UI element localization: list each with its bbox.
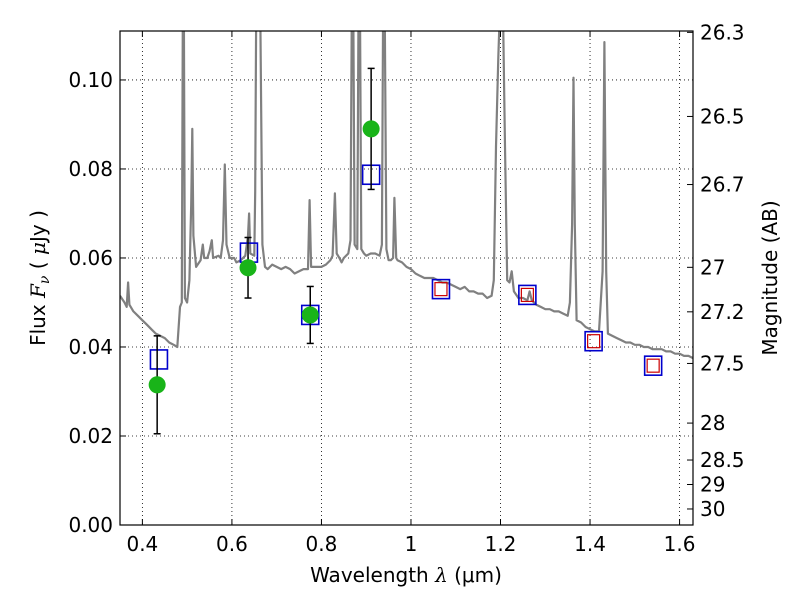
x-tick-label: 1.4: [574, 532, 606, 556]
model-photometry-square: [431, 278, 451, 300]
y-axis-label: Flux Fν ( μJy ): [26, 210, 53, 346]
observed-point: [148, 376, 166, 394]
model-photometry-square: [584, 330, 603, 352]
y-tick-label: 0.00: [68, 513, 113, 537]
x-tick-label: 0.6: [216, 532, 248, 556]
observed-point: [239, 259, 257, 277]
x-tick-label: 1: [405, 532, 418, 556]
model-photometry-square: [149, 349, 169, 370]
nir-photometry-square: [587, 334, 601, 349]
y2-tick-label: 28.5: [700, 448, 745, 472]
y2-tick-label: 27: [700, 255, 725, 279]
x-axis-label: Wavelength λ (μm): [310, 563, 502, 587]
plot-content: [120, 31, 693, 435]
nir-photometry-square: [646, 358, 660, 373]
y-tick-label: 0.08: [68, 157, 113, 181]
y2-tick-label: 29: [700, 473, 725, 497]
y2-tick-label: 27.2: [700, 300, 745, 324]
model-photometry-square: [643, 355, 663, 376]
y-tick-label: 0.04: [68, 335, 113, 359]
y2-tick-label: 28: [700, 411, 725, 435]
y-axis: 0.00 0.02 0.04 0.06 0.08 0.10: [68, 68, 126, 537]
model-photometry-square: [518, 284, 537, 306]
observed-point: [301, 306, 319, 324]
y-tick-label: 0.10: [68, 68, 113, 92]
y2-tick-label: 26.7: [700, 173, 745, 197]
x-tick-label: 0.4: [126, 532, 158, 556]
model-spectrum-line: [120, 31, 693, 360]
x-tick-label: 1.2: [485, 532, 517, 556]
y2-tick-label: 26.5: [700, 104, 745, 128]
secondary-y-axis-label: Magnitude (AB): [758, 200, 782, 355]
plot-frame: [119, 30, 694, 526]
y-tick-label: 0.06: [68, 246, 113, 270]
y-tick-label: 0.02: [68, 424, 113, 448]
nir-photometry-square: [434, 282, 448, 297]
x-axis: 0.4 0.6 0.8 1 1.2 1.4 1.6: [126, 31, 695, 556]
y2-tick-label: 27.5: [700, 351, 745, 375]
observed-point: [362, 120, 380, 138]
x-tick-label: 1.6: [664, 532, 696, 556]
y2-tick-label: 26.3: [700, 20, 745, 44]
y2-tick-label: 30: [700, 497, 725, 521]
plot-area: [120, 31, 693, 525]
nir-photometry-square: [520, 287, 534, 303]
x-tick-label: 0.8: [306, 532, 338, 556]
